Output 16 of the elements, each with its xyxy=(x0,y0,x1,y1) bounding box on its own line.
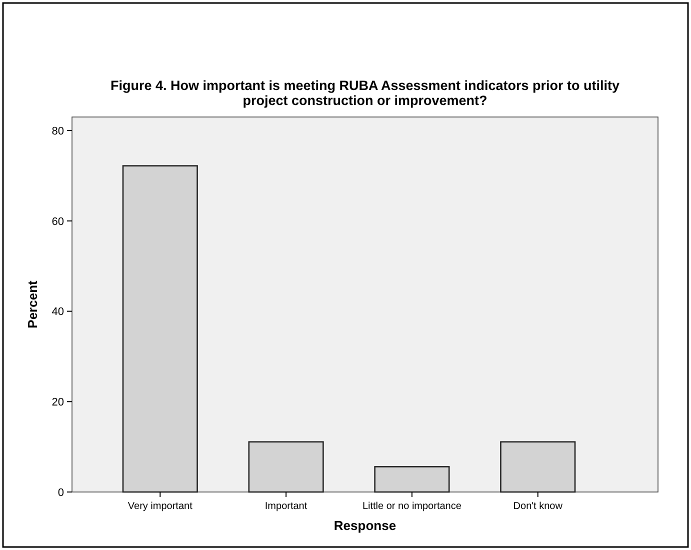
x-tick-label: Very important xyxy=(128,501,193,512)
y-tick-label: 40 xyxy=(52,306,64,318)
x-tick-label: Don't know xyxy=(513,501,564,512)
bar xyxy=(248,441,324,493)
bar xyxy=(500,441,576,493)
y-tick-label: 0 xyxy=(58,486,64,499)
x-tick-label: Little or no importance xyxy=(362,501,462,512)
y-tick-label: 80 xyxy=(52,125,64,138)
x-tick-label: Important xyxy=(264,501,308,512)
y-tick-label: 20 xyxy=(52,396,64,408)
bar xyxy=(122,165,198,493)
y-axis-title: Percent xyxy=(25,280,40,328)
x-axis-title: Response xyxy=(334,518,396,533)
bar xyxy=(374,466,450,493)
chart-title: Figure 4. How important is meeting RUBA Assessment indicators prior to utility project construction or improvement? xyxy=(110,78,620,108)
y-tick-label: 60 xyxy=(52,216,64,228)
